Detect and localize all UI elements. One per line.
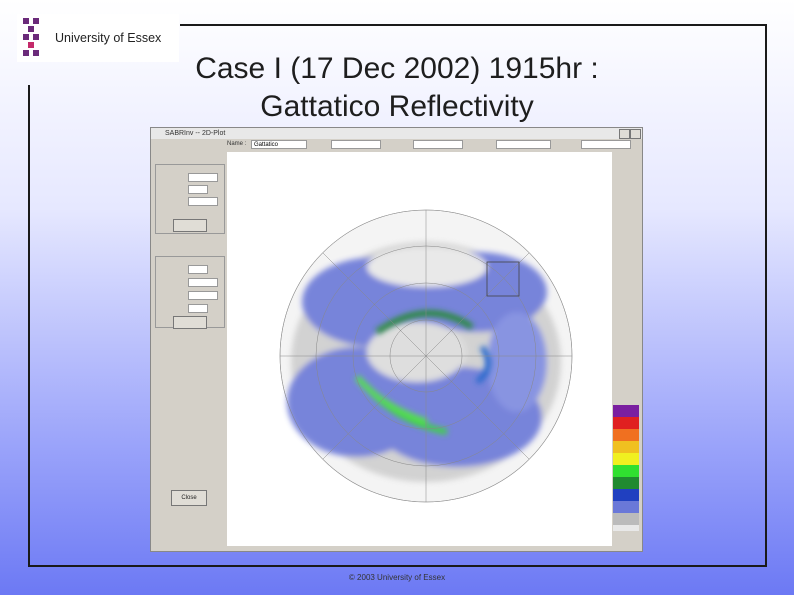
close-window-button[interactable]: [630, 129, 641, 139]
logo-crest: [23, 18, 39, 56]
slide-title: Gattatico Reflectivity: [260, 90, 534, 123]
close-button[interactable]: Close: [171, 490, 207, 506]
logo: University of Essex: [17, 14, 179, 62]
input[interactable]: [188, 185, 208, 194]
window-title: SABRInv -- 2D-Plot: [151, 128, 642, 139]
frame-line: [180, 24, 767, 26]
slide-title: Case I (17 Dec 2002) 1915hr :: [195, 52, 599, 85]
footer: © 2003 University of Essex: [348, 573, 446, 582]
input[interactable]: [188, 173, 218, 182]
frame-line: [28, 85, 30, 567]
frame-line: [765, 24, 767, 567]
lon-field[interactable]: [413, 140, 463, 149]
input[interactable]: [188, 291, 218, 300]
minimize-button[interactable]: [619, 129, 630, 139]
fit-panel: [155, 164, 225, 234]
name-label: Name :: [227, 141, 247, 147]
time-field[interactable]: [581, 140, 631, 149]
radar-plot: [227, 152, 612, 546]
color-legend: [613, 405, 639, 531]
app-window: SABRInv -- 2D-Plot Name : Gattatico Clos…: [150, 127, 643, 552]
name-dropdown[interactable]: Gattatico: [251, 140, 307, 149]
input[interactable]: [188, 265, 208, 274]
logo-text: University of Essex: [55, 31, 162, 45]
date-field[interactable]: [496, 140, 551, 149]
frame-line: [28, 565, 767, 567]
input[interactable]: [188, 304, 208, 313]
input[interactable]: [188, 278, 218, 287]
lat-field[interactable]: [331, 140, 381, 149]
input[interactable]: [188, 197, 218, 206]
aad-button[interactable]: [173, 316, 207, 329]
radar-image: [279, 209, 573, 503]
fit-button[interactable]: [173, 219, 207, 232]
